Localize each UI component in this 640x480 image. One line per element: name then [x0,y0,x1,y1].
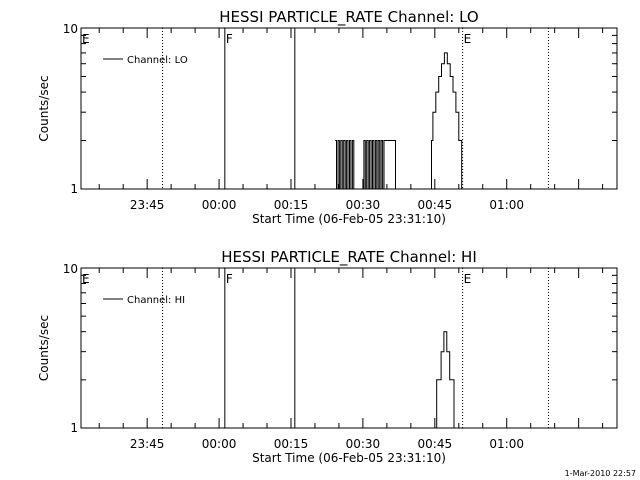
event-marker-label: F [226,32,233,46]
x-tick-label: 00:00 [202,437,237,451]
x-tick-label: 00:30 [346,437,381,451]
x-tick-label: 23:45 [130,198,165,212]
data-series-line [335,52,466,190]
chart-panel: HESSI PARTICLE_RATE Channel: HI Start Tim… [37,248,618,465]
x-tick-label: 00:45 [418,198,453,212]
chart-title: HESSI PARTICLE_RATE Channel: LO [219,8,478,27]
event-marker-label: E [464,272,472,286]
x-axis-label: Start Time (06-Feb-05 23:31:10) [252,451,446,465]
x-tick-label: 00:15 [274,437,309,451]
x-tick-label: 00:00 [202,198,237,212]
chart-panel: HESSI PARTICLE_RATE Channel: LO Start Tim… [37,8,618,226]
y-axis-label: Counts/sec [37,75,51,141]
event-marker-label: E [82,272,90,286]
y-tick-label: 10 [63,22,78,36]
y-axis-label: Counts/sec [37,315,51,381]
event-marker-label: E [82,32,90,46]
event-marker-label: F [226,272,233,286]
x-tick-label: 23:45 [130,437,165,451]
x-tick-label: 01:00 [489,437,524,451]
plot-frame [80,267,618,429]
legend-label: Channel: HI [127,295,185,306]
legend-label: Channel: LO [127,55,188,66]
y-tick-label: 1 [70,421,78,435]
x-tick-label: 01:00 [489,198,524,212]
y-tick-label: 1 [70,182,78,196]
data-series-line [432,331,464,429]
plot-timestamp: 1-Mar-2010 22:57 [565,469,636,478]
event-marker-label: E [464,32,472,46]
x-tick-label: 00:15 [274,198,309,212]
chart-title: HESSI PARTICLE_RATE Channel: HI [221,248,477,267]
x-tick-label: 00:30 [346,198,381,212]
y-tick-label: 10 [63,262,78,276]
x-tick-label: 00:45 [418,437,453,451]
x-axis-label: Start Time (06-Feb-05 23:31:10) [252,212,446,226]
